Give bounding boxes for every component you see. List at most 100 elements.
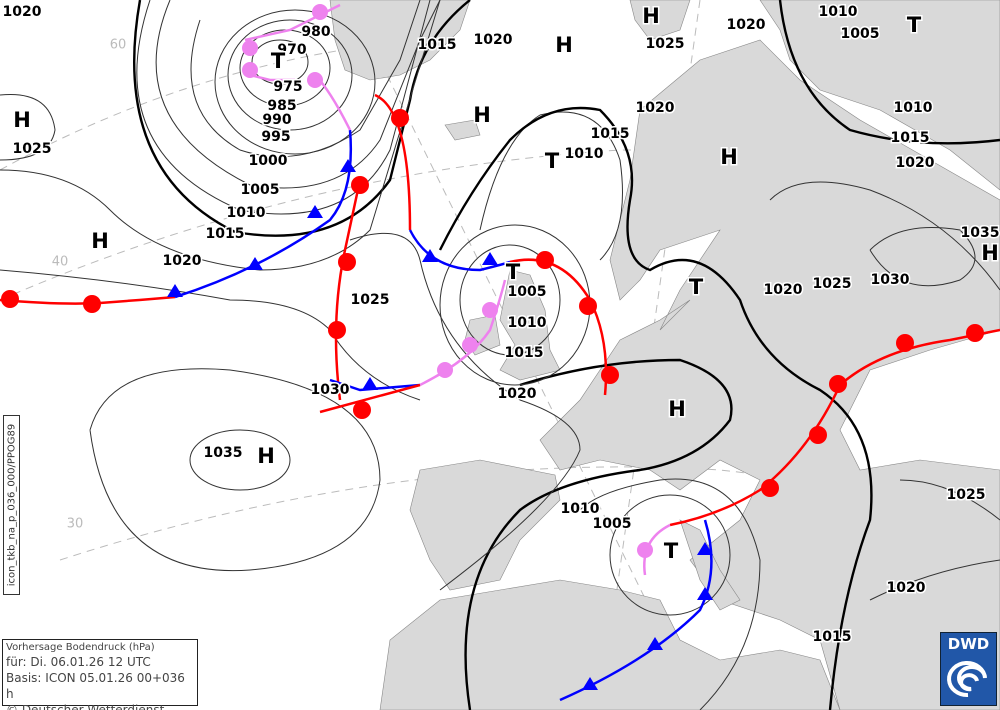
warm-front-marker	[1, 290, 19, 308]
warm-front-marker	[809, 426, 827, 444]
high-pressure-center: H	[257, 444, 275, 468]
cold-front-marker	[582, 677, 598, 690]
latitude-label: 60	[110, 38, 127, 53]
cold-front-marker	[647, 637, 663, 650]
fronts	[0, 3, 1000, 702]
isobar-label: 985	[267, 98, 296, 114]
isobar-label: 1020	[636, 100, 675, 116]
isobar-label: 1025	[351, 292, 390, 308]
warm-front-marker	[391, 109, 409, 127]
isobar-label: 1000	[249, 153, 288, 169]
low-pressure-center: T	[506, 260, 521, 284]
isobar-label: 1015	[505, 345, 544, 361]
high-pressure-center: H	[473, 103, 491, 127]
occlusion-marker	[242, 62, 258, 78]
isobar-label: 1010	[894, 100, 933, 116]
logo-text: DWD	[947, 635, 990, 653]
occlusion-marker	[637, 542, 653, 558]
product-code: icon_tkb_na_p_036_000/PPOG89	[3, 415, 20, 595]
isobar-label: 1025	[813, 276, 852, 292]
isobar-label: 1005	[241, 182, 280, 198]
low-pressure-center: T	[545, 149, 560, 173]
high-pressure-center: H	[668, 397, 686, 421]
low-pressure-center: T	[664, 539, 679, 563]
iberia	[409, 459, 561, 591]
scandinavia	[539, 39, 1000, 710]
isobar-label: 1020	[474, 32, 513, 48]
low-pressure-center: T	[271, 49, 286, 73]
info-valid-time: für: Di. 06.01.26 12 UTC	[6, 655, 151, 669]
isobar-label: 1025	[646, 36, 685, 52]
pressure-labels: 1020980970975985990995100010051010101510…	[1, 3, 1000, 647]
occlusion-marker	[462, 337, 478, 353]
isobar-label: 1020	[887, 580, 926, 596]
warm-front-marker	[896, 334, 914, 352]
warm-front-marker	[601, 366, 619, 384]
latitude-label: 40	[52, 255, 69, 270]
cold-front-mid	[329, 229, 511, 392]
info-basis: Basis: ICON 05.01.26 00+036 h	[6, 671, 185, 701]
isobar-label: 1015	[891, 130, 930, 146]
low-pressure-center: T	[689, 275, 704, 299]
high-pressure-center: H	[91, 229, 109, 253]
cold-front-marker	[422, 249, 438, 262]
isobar-label: 1025	[947, 487, 986, 503]
warm-front-marker	[351, 176, 369, 194]
cold-front-marker	[340, 159, 356, 172]
isobar-label: 1015	[206, 226, 245, 242]
dwd-spiral-icon	[947, 661, 987, 698]
isobar-label: 1015	[591, 126, 630, 142]
isobar-label: 1020	[498, 386, 537, 402]
high-pressure-center: H	[981, 241, 999, 265]
latitude-label: 30	[67, 517, 84, 532]
isobar-label: 990	[262, 112, 291, 128]
info-box: Vorhersage Bodendruck (hPa) für: Di. 06.…	[2, 639, 198, 710]
isobar-label: 1020	[3, 4, 42, 20]
cold-front-marker	[167, 284, 183, 297]
isobar-label: 1010	[561, 501, 600, 517]
isobar-label: 1005	[508, 284, 547, 300]
warm-front-marker	[761, 479, 779, 497]
isobar-label: 975	[273, 79, 302, 95]
high-pressure-center: H	[720, 145, 738, 169]
occlusion-marker	[307, 72, 323, 88]
occlusion-marker	[482, 302, 498, 318]
occlusion-marker	[312, 4, 328, 20]
high-pressure-center: H	[642, 4, 660, 28]
greenland	[329, 0, 471, 81]
occlusion-marker	[437, 362, 453, 378]
isobar-label: 1035	[204, 445, 243, 461]
isobar-label: 1025	[13, 141, 52, 157]
cold-front-marker	[307, 205, 323, 218]
isobar-label: 1035	[961, 225, 1000, 241]
isobar-label: 1005	[841, 26, 880, 42]
isobar-label: 1020	[764, 282, 803, 298]
isobar-label: 1010	[565, 146, 604, 162]
warm-front-marker	[83, 295, 101, 313]
warm-front-marker	[353, 401, 371, 419]
great-britain	[499, 269, 561, 381]
north-africa	[379, 579, 841, 710]
svalbard	[629, 0, 691, 41]
isobar-label: 1010	[819, 4, 858, 20]
high-pressure-center: H	[13, 108, 31, 132]
cold-front-marker	[362, 377, 378, 390]
isobar-label: 1010	[227, 205, 266, 221]
iceland	[444, 119, 481, 141]
isobar-label: 1020	[727, 17, 766, 33]
isobar-label: 1020	[163, 253, 202, 269]
warm-front-marker	[579, 297, 597, 315]
warm-front-marker	[536, 251, 554, 269]
info-copyright: © Deutscher Wetterdienst	[6, 703, 165, 710]
warm-front-marker	[328, 321, 346, 339]
dwd-logo: DWD	[940, 632, 997, 706]
cold-front-marker	[247, 257, 263, 270]
cold-front-marker	[697, 587, 713, 600]
italy	[679, 519, 741, 611]
isobar-label: 995	[261, 129, 290, 145]
warm-front-marker	[829, 375, 847, 393]
isobar-label: 1020	[896, 155, 935, 171]
low-pressure-center: T	[907, 13, 922, 37]
